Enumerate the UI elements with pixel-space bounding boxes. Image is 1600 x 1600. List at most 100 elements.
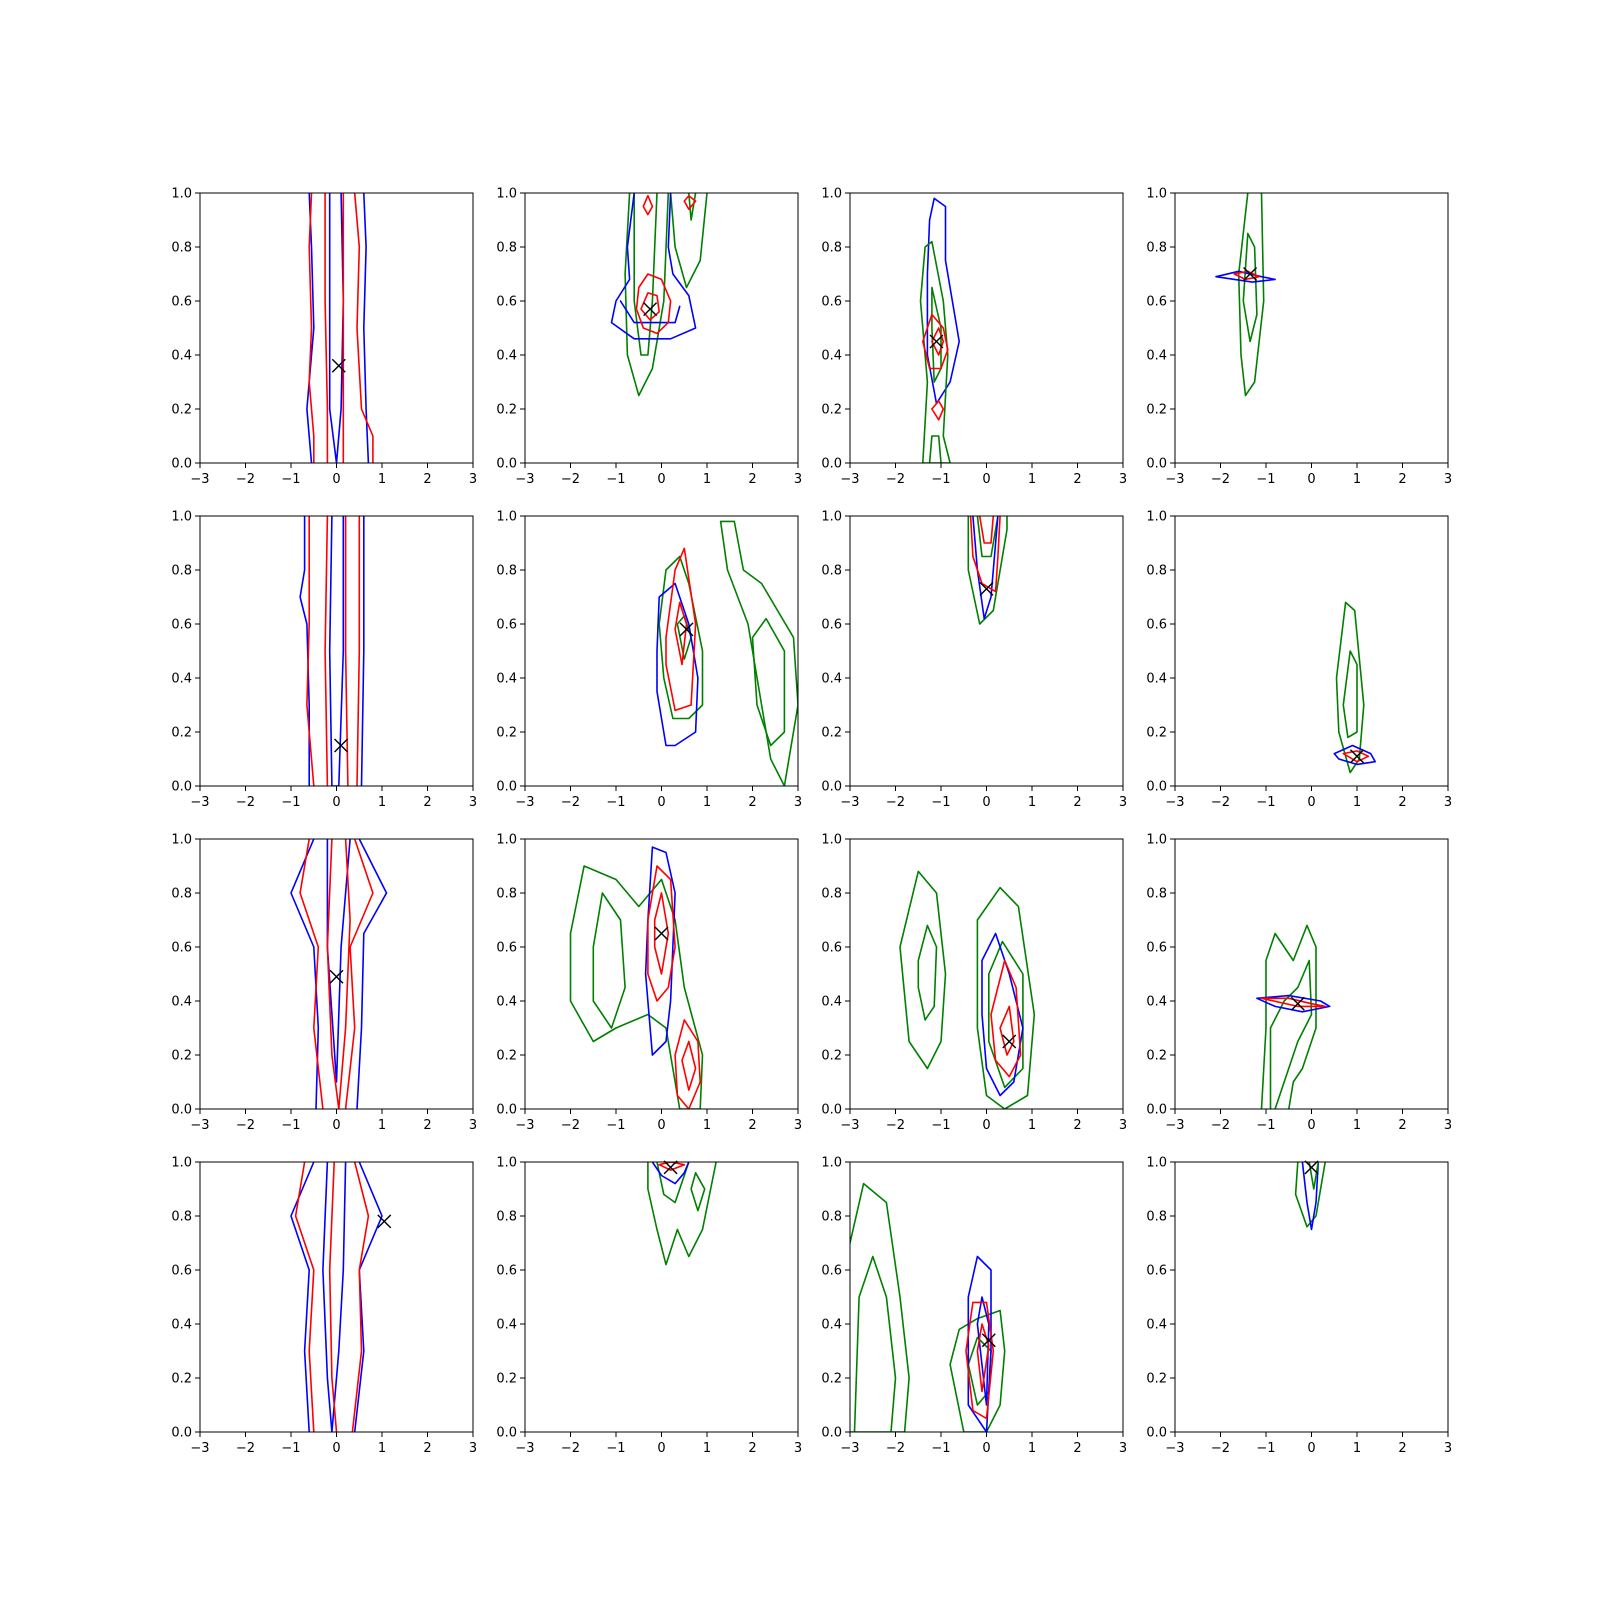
axes-frame [1174,1161,1449,1433]
x-tick-label: −3 [840,472,859,487]
blue-contour-line [363,193,370,463]
y-tick-label: 0.6 [496,1264,517,1279]
x-tick-label: −3 [515,472,534,487]
x-tick-label: −2 [886,1118,905,1133]
x-tick-label: 2 [748,1118,756,1133]
x-marker [1002,1034,1017,1049]
x-tick-label: 1 [1028,472,1036,487]
y-tick-label: 0.4 [496,1318,517,1333]
x-tick-label: 0 [657,472,665,487]
x-tick-label: −2 [236,472,255,487]
y-tick-label: 0.4 [496,349,517,364]
y-tick-label: 0.8 [821,564,842,579]
red-contour-line [990,959,1022,1078]
x-tick-label: 2 [423,795,431,810]
green-contour-line [658,555,704,720]
x-tick-label: 2 [423,1441,431,1456]
x-tick-label: 3 [1119,1441,1127,1456]
subplot-r0c2: −3 −2 −1 0 1 2 3 0.0 0.2 0.4 0.6 0.8 1.0 [821,187,1127,488]
x-tick-label: 3 [469,795,477,810]
x-tick-label: 3 [469,1441,477,1456]
green-contour-line [1335,601,1365,774]
x-tick-label: 2 [748,1441,756,1456]
contour-group [1294,1162,1326,1231]
red-contour-line [324,193,329,463]
green-contour-line [1237,193,1265,397]
x-tick-label: −3 [1165,1441,1184,1456]
y-tick-label: 1.0 [821,510,842,525]
y-tick-label: 0.0 [171,457,192,472]
y-tick-label: 0.2 [171,403,192,418]
x-marker [663,1160,678,1175]
x-tick-label: 2 [1073,472,1081,487]
y-tick-label: 0.2 [1146,1372,1167,1387]
x-tick-label: 0 [1307,1441,1315,1456]
y-tick-label: 0.6 [496,618,517,633]
y-tick-label: 0.4 [1146,995,1167,1010]
y-tick-label: 0.0 [496,1103,517,1118]
green-contour-line [919,240,951,463]
y-tick-label: 0.8 [171,241,192,256]
blue-contour-line [360,516,365,786]
y-tick-label: 0.2 [821,1049,842,1064]
subplot-r2c1: −3 −2 −1 0 1 2 3 0.0 0.2 0.4 0.6 0.8 1.0 [496,833,802,1134]
x-tick-label: 1 [1353,795,1361,810]
x-tick-label: −3 [840,1441,859,1456]
axes-frame [849,192,1124,464]
x-tick-label: −2 [886,795,905,810]
x-tick-label: 1 [1353,1118,1361,1133]
y-tick-label: 0.6 [496,295,517,310]
x-tick-label: −1 [606,1441,625,1456]
x-tick-label: −1 [606,795,625,810]
y-tick-label: 0.4 [821,672,842,687]
x-tick-label: 2 [423,472,431,487]
y-tick-label: 1.0 [821,833,842,848]
y-tick-label: 0.2 [496,1372,517,1387]
y-tick-label: 0.2 [496,403,517,418]
x-tick-label: −2 [236,1118,255,1133]
blue-contour-line [1215,270,1276,283]
x-tick-label: −2 [561,472,580,487]
x-tick-label: −3 [840,1118,859,1133]
x-tick-label: 3 [1119,472,1127,487]
red-contour-line [351,1162,370,1432]
x-tick-label: −3 [190,1441,209,1456]
y-tick-label: 0.8 [821,887,842,902]
x-tick-label: 3 [1444,472,1452,487]
contour-group [656,520,798,786]
y-tick-label: 0.6 [821,1264,842,1279]
y-tick-label: 0.4 [821,995,842,1010]
red-contour-line [647,865,676,1002]
y-tick-label: 1.0 [496,187,517,202]
x-tick-label: 2 [1073,795,1081,810]
y-tick-label: 0.0 [496,780,517,795]
subplot-r3c0: −3 −2 −1 0 1 2 3 0.0 0.2 0.4 0.6 0.8 1.0 [171,1156,477,1457]
y-tick-label: 0.4 [496,995,517,1010]
y-tick-label: 0.6 [1146,1264,1167,1279]
y-tick-label: 0.2 [821,1372,842,1387]
y-tick-label: 0.8 [496,241,517,256]
contour-group [290,839,388,1109]
subplot-r2c2: −3 −2 −1 0 1 2 3 0.0 0.2 0.4 0.6 0.8 1.0 [821,833,1127,1134]
x-tick-label: 2 [748,472,756,487]
red-contour-line [635,273,672,335]
x-tick-label: 1 [1028,795,1036,810]
x-tick-label: 1 [703,795,711,810]
x-tick-label: 3 [1444,795,1452,810]
blue-contour-line [326,839,351,1083]
x-tick-label: 1 [1353,1441,1361,1456]
contour-group [647,1162,717,1266]
y-tick-label: 0.4 [171,995,192,1010]
x-marker [654,926,669,941]
y-tick-label: 0.0 [496,457,517,472]
y-tick-label: 0.4 [171,349,192,364]
x-tick-label: 0 [657,1118,665,1133]
y-tick-label: 0.0 [1146,780,1167,795]
x-tick-label: 0 [982,472,990,487]
x-marker [329,969,344,984]
x-tick-label: 3 [794,1441,802,1456]
x-tick-label: −2 [886,1441,905,1456]
blue-contour-line [299,516,310,786]
x-marker [334,738,349,753]
y-tick-label: 1.0 [171,1156,192,1171]
